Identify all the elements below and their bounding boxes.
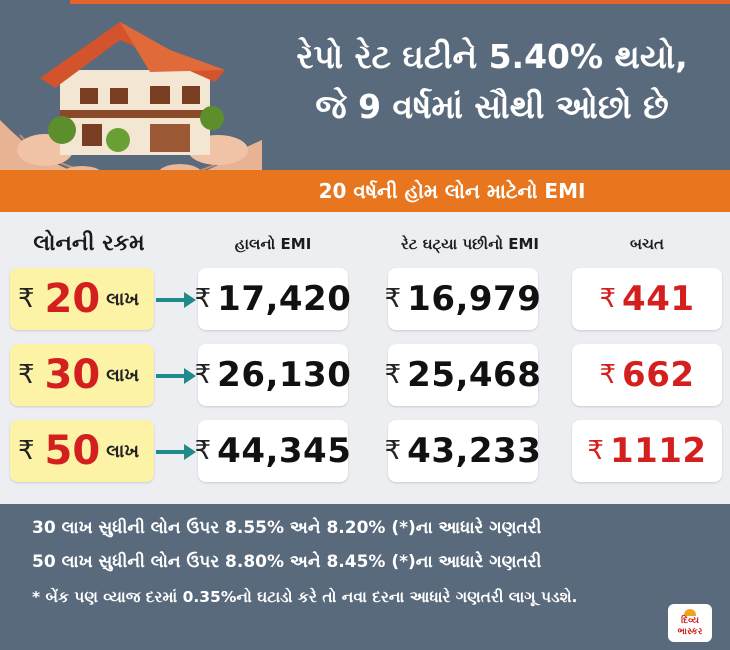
current-emi-value: 26,130	[217, 355, 352, 395]
saving-value: 662	[622, 355, 695, 395]
divya-bhaskar-logo: દિવ્ય ભાસ્કર	[668, 604, 712, 642]
sun-icon	[684, 609, 696, 616]
subtitle: 20 વર્ષની હોમ લોન માટેનો EMI	[318, 179, 586, 203]
subtitle-bar: 20 વર્ષની હોમ લોન માટેનો EMI	[0, 170, 730, 212]
saving-cell: ₹ 1112	[572, 420, 722, 482]
rupee-symbol: ₹	[587, 436, 604, 466]
new-emi-value: 43,233	[407, 431, 542, 471]
loan-amount-value: 30	[44, 352, 101, 398]
current-emi-cell: ₹ 26,130	[194, 344, 352, 406]
new-emi-value: 16,979	[407, 279, 542, 319]
column-header-loan-amount: લોનની રકમ	[33, 231, 145, 256]
saving-value: 441	[622, 279, 695, 319]
column-header-new-emi: રેટ ઘટ્યા પછીનો EMI	[401, 235, 539, 253]
loan-amount-cell: ₹ 30 લાખ	[10, 344, 154, 406]
arrow-right-icon	[156, 292, 196, 308]
new-emi-cell: ₹ 16,979	[384, 268, 542, 330]
note-1: 30 લાખ સુધીની લોન ઉપર 8.55% અને 8.20% (*…	[32, 518, 542, 538]
new-emi-cell: ₹ 25,468	[384, 344, 542, 406]
column-header-current-emi: હાલનો EMI	[234, 235, 312, 253]
loan-amount-value: 50	[44, 428, 101, 474]
logo-line-2: ભાસ્કર	[677, 627, 703, 637]
rupee-symbol: ₹	[18, 284, 35, 314]
saving-cell: ₹ 441	[572, 268, 722, 330]
current-emi-value: 44,345	[217, 431, 352, 471]
headline-line-1: રેપો રેટ ઘટીને 5.40% થયો,	[296, 37, 688, 76]
current-emi-cell: ₹ 44,345	[194, 420, 352, 482]
headline-line-2: જે 9 વર્ષમાં સૌથી ઓછો છે	[315, 87, 669, 126]
rupee-symbol: ₹	[18, 360, 35, 390]
saving-cell: ₹ 662	[572, 344, 722, 406]
arrow-right-icon	[156, 444, 196, 460]
loan-amount-unit: લાખ	[106, 288, 140, 310]
rupee-symbol: ₹	[194, 284, 212, 314]
loan-amount-cell: ₹ 20 લાખ	[10, 268, 154, 330]
rupee-symbol: ₹	[384, 284, 402, 314]
headline: રેપો રેટ ઘટીને 5.40% થયો, જે 9 વર્ષમાં સ…	[262, 32, 722, 132]
loan-amount-cell: ₹ 50 લાખ	[10, 420, 154, 482]
note-2: 50 લાખ સુધીની લોન ઉપર 8.80% અને 8.45% (*…	[32, 552, 542, 572]
rupee-symbol: ₹	[599, 360, 617, 390]
rupee-symbol: ₹	[18, 436, 35, 466]
new-emi-value: 25,468	[407, 355, 542, 395]
loan-amount-unit: લાખ	[106, 364, 140, 386]
notes-panel	[0, 504, 730, 650]
current-emi-cell: ₹ 17,420	[194, 268, 352, 330]
saving-value: 1112	[609, 431, 707, 471]
logo-line-1: દિવ્ય	[681, 616, 699, 626]
rupee-symbol: ₹	[194, 360, 212, 390]
rupee-symbol: ₹	[194, 436, 212, 466]
loan-amount-value: 20	[44, 276, 101, 322]
rupee-symbol: ₹	[599, 284, 617, 314]
note-3: * બેંક પણ વ્યાજ દરમાં 0.35%નો ઘટાડો કરે …	[32, 588, 578, 606]
loan-amount-unit: લાખ	[106, 440, 140, 462]
rupee-symbol: ₹	[384, 360, 402, 390]
column-header-saving: બચત	[630, 235, 664, 253]
new-emi-cell: ₹ 43,233	[384, 420, 542, 482]
current-emi-value: 17,420	[217, 279, 352, 319]
arrow-right-icon	[156, 368, 196, 384]
rupee-symbol: ₹	[384, 436, 402, 466]
top-accent-strip	[0, 0, 730, 4]
